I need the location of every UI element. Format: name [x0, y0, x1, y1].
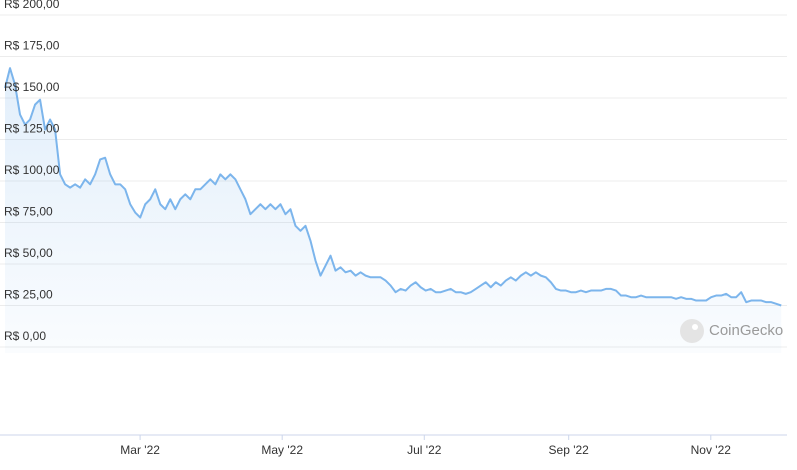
watermark: CoinGecko: [680, 319, 783, 343]
y-tick-label: R$ 150,00: [4, 80, 60, 94]
y-tick-label: R$ 175,00: [4, 39, 60, 53]
y-tick-label: R$ 100,00: [4, 163, 60, 177]
y-tick-label: R$ 25,00: [4, 288, 53, 302]
x-tick-label: Sep '22: [549, 443, 590, 457]
x-tick-label: Nov '22: [691, 443, 732, 457]
y-tick-label: R$ 200,00: [4, 0, 60, 11]
watermark-text: CoinGecko: [709, 322, 783, 339]
y-tick-label: R$ 75,00: [4, 205, 53, 219]
plot-area: [4, 67, 782, 354]
y-tick-label: R$ 50,00: [4, 246, 53, 260]
price-line: [4, 67, 782, 307]
y-tick-label: R$ 125,00: [4, 122, 60, 136]
y-tick-label: R$ 0,00: [4, 329, 46, 343]
x-tick-label: Mar '22: [120, 443, 160, 457]
x-tick-label: Jul '22: [407, 443, 442, 457]
watermark-logo: [680, 319, 704, 343]
x-tick-label: May '22: [261, 443, 303, 457]
area: [5, 68, 782, 354]
watermark-logo-eye: [692, 324, 698, 330]
